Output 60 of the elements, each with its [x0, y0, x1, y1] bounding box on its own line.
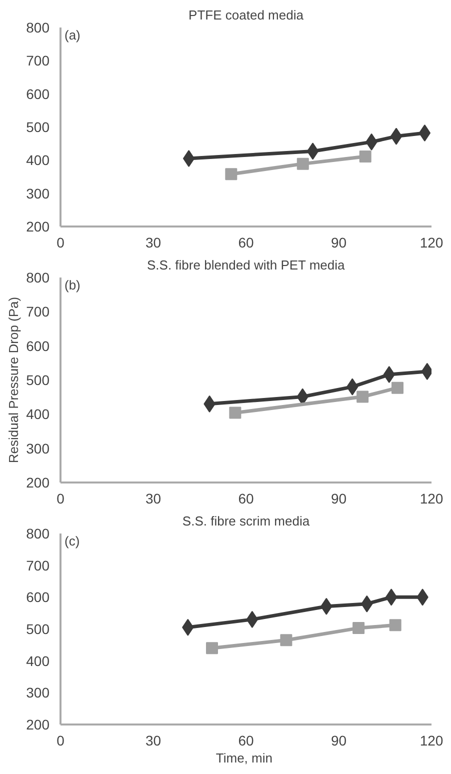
y-tick-label: 300 — [26, 440, 50, 456]
y-tick-label: 500 — [26, 372, 50, 388]
point — [246, 610, 258, 628]
x-tick-label: 120 — [420, 490, 444, 506]
x-tick-label: 120 — [420, 732, 444, 748]
y-tick-label: 500 — [26, 119, 50, 135]
chart-title: S.S. fibre blended with PET media — [147, 258, 346, 272]
point — [206, 642, 218, 654]
y-tick-label: 800 — [26, 20, 50, 36]
point — [418, 124, 431, 142]
x-tick-label: 30 — [145, 490, 162, 506]
y-tick-label: 700 — [26, 557, 50, 574]
point — [391, 382, 404, 394]
x-tick-label: 120 — [420, 234, 444, 250]
point — [306, 142, 319, 160]
x-tick-label: 60 — [238, 490, 254, 506]
x-tick-label: 30 — [145, 234, 162, 250]
y-tick-label: 600 — [26, 589, 50, 606]
y-tick-label: 400 — [26, 152, 50, 168]
x-tick-label: 0 — [56, 732, 65, 748]
annotation: (a) — [64, 28, 80, 42]
point — [389, 619, 402, 632]
point — [356, 390, 369, 403]
y-tick-label: 200 — [26, 716, 50, 732]
chart-title: PTFE coated media — [188, 8, 304, 22]
y-tick-label: 400 — [26, 406, 50, 422]
point — [385, 588, 398, 606]
x-tick-label: 0 — [56, 234, 65, 250]
y-tick-label: 800 — [26, 526, 50, 542]
point — [280, 634, 292, 646]
point — [359, 150, 372, 163]
y-tick-label: 400 — [26, 652, 50, 669]
y-tick-label: 300 — [26, 684, 50, 701]
point — [352, 622, 365, 634]
point — [229, 406, 242, 419]
x-tick-label: 0 — [56, 490, 65, 506]
y-tick-label: 600 — [26, 86, 50, 102]
annotation: (c) — [64, 534, 80, 548]
y-tick-label: 700 — [26, 304, 50, 320]
y-tick-label: 200 — [26, 474, 50, 490]
annotation: (b) — [64, 278, 80, 292]
x-tick-label: 30 — [145, 732, 162, 748]
y-tick-label: 300 — [26, 185, 50, 202]
point — [225, 168, 238, 180]
y-tick-label: 700 — [26, 52, 50, 69]
x-axis-title: Time, min — [216, 750, 272, 766]
chart-title: S.S. fibre scrim media — [182, 514, 310, 528]
x-tick-label: 90 — [330, 490, 347, 506]
point — [182, 150, 195, 168]
y-tick-label: 600 — [26, 338, 50, 354]
y-tick-label: 200 — [26, 218, 50, 234]
x-tick-label: 60 — [238, 234, 254, 250]
point — [390, 128, 402, 145]
x-tick-label: 90 — [330, 732, 347, 748]
x-tick-label: 90 — [330, 234, 347, 250]
y-tick-label: 500 — [26, 621, 50, 637]
point — [296, 158, 309, 170]
y-axis-title: Residual Pressure Drop (Pa) — [6, 296, 22, 464]
x-tick-label: 60 — [238, 732, 254, 748]
y-tick-label: 800 — [26, 270, 50, 286]
